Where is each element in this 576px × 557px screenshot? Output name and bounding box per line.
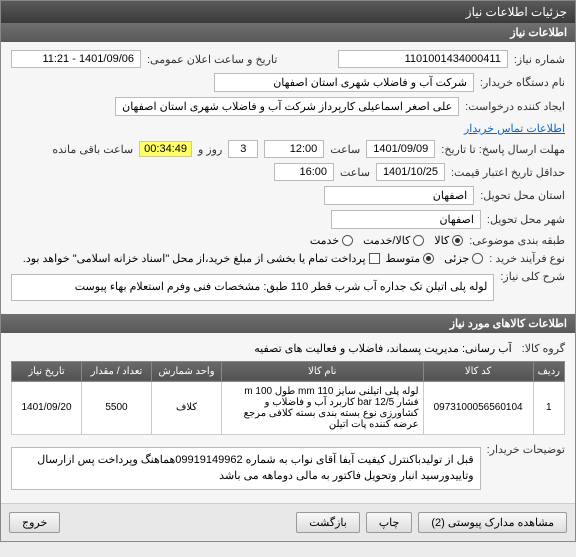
items-section-header: اطلاعات کالاهای مورد نیاز bbox=[1, 314, 575, 333]
creator-value: علی اصغر اسماعیلی کارپرداز شرکت آب و فاض… bbox=[115, 97, 459, 116]
cell-date: 1401/09/20 bbox=[12, 381, 82, 434]
exit-button[interactable]: خروج bbox=[9, 512, 60, 533]
treasury-checkbox[interactable]: پرداخت تمام یا بخشی از مبلغ خرید،از محل … bbox=[23, 252, 380, 265]
delivery-city: اصفهان bbox=[331, 210, 481, 229]
announce-value: 1401/09/06 - 11:21 bbox=[11, 50, 141, 68]
radio-icon bbox=[413, 235, 424, 246]
buyer-value: شرکت آب و فاضلاب شهری استان اصفهان bbox=[214, 73, 474, 92]
print-button[interactable]: چاپ bbox=[366, 512, 413, 533]
topic-class-label: طبقه بندی موضوعی: bbox=[469, 234, 565, 247]
radio-selected-icon bbox=[452, 235, 463, 246]
purchase-type-group: جزئی متوسط bbox=[386, 252, 484, 265]
topic-radio-group: کالا کالا/خدمت خدمت bbox=[310, 234, 463, 247]
group-label: گروه کالا: bbox=[522, 342, 565, 355]
summary-box: لوله پلی اتیلن تک جداره آب شرب قطر 110 ط… bbox=[11, 274, 494, 301]
cell-code: 0973100056560104 bbox=[423, 381, 533, 434]
attachments-button[interactable]: مشاهده مدارک پیوستی (2) bbox=[418, 512, 567, 533]
contact-link[interactable]: اطلاعات تماس خریدار bbox=[464, 122, 565, 135]
deadline-label: مهلت ارسال پاسخ: تا تاریخ: bbox=[441, 143, 565, 156]
validity-time: 16:00 bbox=[274, 163, 334, 181]
th-date: تاریخ نیاز bbox=[12, 361, 82, 381]
deadline-time: 12:00 bbox=[264, 140, 324, 158]
topic-goods-radio[interactable]: کالا bbox=[434, 234, 463, 247]
items-table: ردیف کد کالا نام کالا واحد شمارش تعداد /… bbox=[11, 361, 565, 435]
back-button[interactable]: بازگشت bbox=[296, 512, 360, 533]
need-no-value: 1101001434000411 bbox=[338, 50, 508, 68]
announce-label: تاریخ و ساعت اعلان عمومی: bbox=[147, 53, 277, 66]
purchase-type-label: نوع فرآیند خرید : bbox=[489, 252, 565, 265]
time-label-2: ساعت bbox=[340, 166, 370, 179]
pt-low-radio[interactable]: جزئی bbox=[444, 252, 483, 265]
th-unit: واحد شمارش bbox=[152, 361, 222, 381]
th-name: نام کالا bbox=[222, 361, 424, 381]
delivery-province-label: استان محل تحویل: bbox=[480, 189, 565, 202]
validity-label: حداقل تاریخ اعتبار قیمت: bbox=[451, 166, 565, 179]
radio-icon bbox=[472, 253, 483, 264]
items-content: گروه کالا: آب رسانی: مدیریت پسماند، فاضل… bbox=[1, 333, 575, 503]
cell-qty: 5500 bbox=[82, 381, 152, 434]
pt-mid-radio[interactable]: متوسط bbox=[386, 252, 435, 265]
time-label-1: ساعت bbox=[330, 143, 360, 156]
cell-n: 1 bbox=[533, 381, 564, 434]
cell-unit: کلاف bbox=[152, 381, 222, 434]
details-window: جزئیات اطلاعات نیاز اطلاعات نیاز شماره ن… bbox=[0, 0, 576, 542]
th-row: ردیف bbox=[533, 361, 564, 381]
buyer-label: نام دستگاه خریدار: bbox=[480, 76, 565, 89]
group-value: آب رسانی: مدیریت پسماند، فاضلاب و فعالیت… bbox=[250, 341, 515, 356]
topic-service-radio[interactable]: کالا/خدمت bbox=[363, 234, 424, 247]
countdown-timer: 00:34:49 bbox=[139, 141, 192, 157]
buyer-notes-label: توضیحات خریدار: bbox=[487, 443, 565, 456]
info-content: شماره نیاز: 1101001434000411 تاریخ و ساع… bbox=[1, 42, 575, 314]
info-section-header: اطلاعات نیاز bbox=[1, 23, 575, 42]
radio-icon bbox=[342, 235, 353, 246]
delivery-province: اصفهان bbox=[324, 186, 474, 205]
topic-other-radio[interactable]: خدمت bbox=[310, 234, 353, 247]
cell-name: لوله پلی اتیلنی سایز 110 mm طول 100 m فش… bbox=[222, 381, 424, 434]
footer-bar: مشاهده مدارک پیوستی (2) چاپ بازگشت خروج bbox=[1, 503, 575, 541]
deadline-date: 1401/09/09 bbox=[366, 140, 435, 158]
summary-label: شرح کلی نیاز: bbox=[500, 270, 565, 283]
buyer-notes-box: قبل از تولیدباکنترل کیفیت آبفا آقای نواب… bbox=[11, 447, 481, 490]
validity-date: 1401/10/25 bbox=[376, 163, 445, 181]
th-qty: تعداد / مقدار bbox=[82, 361, 152, 381]
creator-label: ایجاد کننده درخواست: bbox=[465, 100, 565, 113]
need-no-label: شماره نیاز: bbox=[514, 53, 565, 66]
checkbox-icon bbox=[369, 253, 380, 264]
days-remaining: 3 bbox=[228, 140, 258, 158]
days-label: روز و bbox=[198, 143, 222, 156]
radio-selected-icon bbox=[423, 253, 434, 264]
window-titlebar: جزئیات اطلاعات نیاز bbox=[1, 1, 575, 23]
table-row[interactable]: 1 0973100056560104 لوله پلی اتیلنی سایز … bbox=[12, 381, 565, 434]
window-title: جزئیات اطلاعات نیاز bbox=[466, 5, 567, 19]
th-code: کد کالا bbox=[423, 361, 533, 381]
delivery-city-label: شهر محل تحویل: bbox=[487, 213, 565, 226]
timer-label: ساعت باقی مانده bbox=[52, 143, 133, 156]
